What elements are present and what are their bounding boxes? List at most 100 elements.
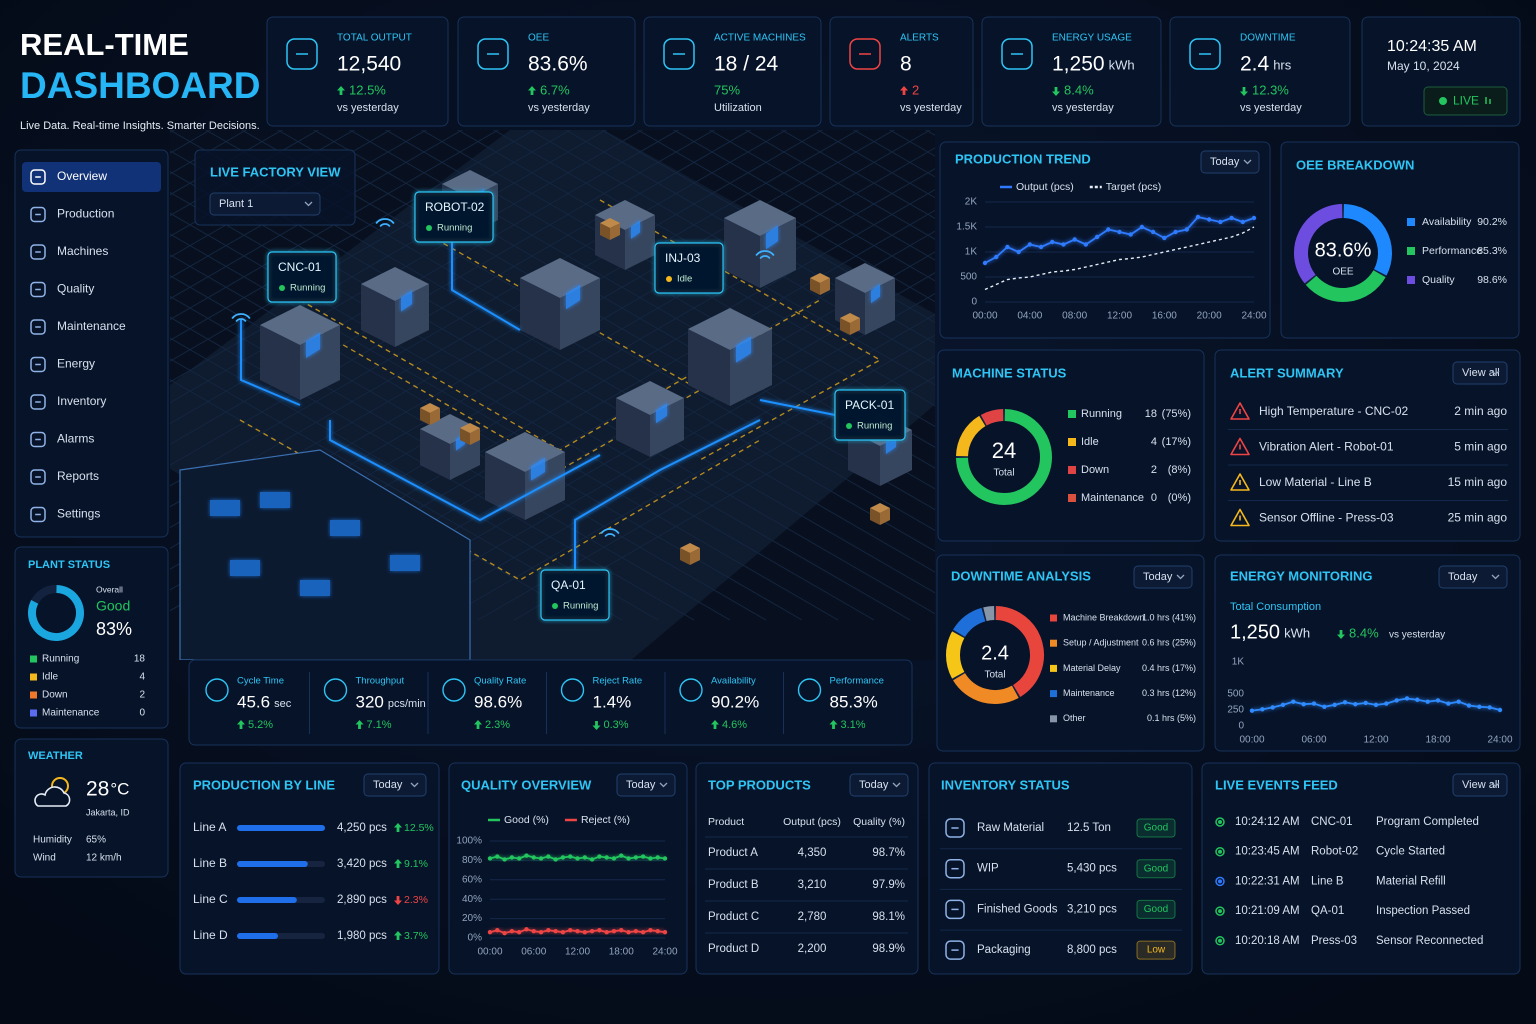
legend-value: 0.3 hrs (12%) [1142, 688, 1196, 698]
panel-title: PRODUCTION TREND [955, 151, 1091, 166]
data-point [524, 927, 529, 932]
legend-value: 4 [139, 672, 145, 683]
trend-arrow [829, 720, 838, 729]
panel-title: WEATHER [28, 750, 83, 762]
machine-status: Running [563, 601, 598, 612]
donut-segment [28, 585, 84, 641]
legend-value: 4 [1151, 436, 1157, 448]
legend-label: Idle [1081, 436, 1099, 448]
data-point [502, 930, 507, 936]
alert-text: Sensor Offline - Press-03 [1259, 511, 1394, 525]
conduit [329, 420, 601, 522]
data-point [640, 929, 646, 935]
machine [820, 278, 830, 295]
legend-swatch [1407, 276, 1415, 284]
icon [30, 394, 46, 410]
kpi-note: vs yesterday [1052, 102, 1114, 114]
dropdown-label: Plant 1 [219, 198, 253, 210]
machine-screen [871, 284, 880, 304]
data-point [509, 855, 515, 860]
kpi-label: TOTAL OUTPUT [337, 33, 412, 44]
live-button[interactable] [1423, 86, 1508, 116]
data-point [611, 856, 617, 861]
floor-grid [170, 130, 464, 300]
event-dot [1215, 846, 1225, 857]
machine [690, 548, 700, 565]
donut-segment [995, 606, 1044, 697]
floor-grid [780, 130, 935, 220]
data-point [1394, 698, 1399, 703]
dropdown[interactable] [1200, 150, 1260, 174]
dropdown[interactable] [616, 773, 676, 797]
dropdown[interactable] [209, 192, 321, 216]
dropdown[interactable] [849, 773, 909, 797]
donut-segment [946, 631, 965, 679]
chevron [1491, 782, 1500, 788]
machine-tag[interactable] [834, 389, 906, 441]
data-point [560, 855, 566, 860]
kpi-value: 1,250 [1052, 53, 1105, 76]
metric-value: 85.3% [830, 692, 878, 711]
machine [680, 543, 700, 553]
inventory-quantity: 8,800 pcs [1067, 944, 1117, 956]
machine [260, 325, 300, 400]
dropdown[interactable] [1133, 565, 1193, 589]
legend-value: 85.3% [1477, 245, 1507, 257]
line-name: Line D [193, 928, 228, 942]
status-badge [1136, 940, 1176, 960]
legend-swatch [30, 709, 37, 717]
event-dot [1218, 879, 1222, 884]
machine-tag[interactable] [540, 569, 610, 621]
machine-status: Running [437, 223, 472, 234]
panel-title: PLANT STATUS [28, 559, 110, 571]
floor-grid [636, 130, 935, 303]
metric-label: Quality Rate [474, 676, 526, 687]
icon [30, 319, 46, 335]
x-tick-label: 04:00 [1017, 311, 1042, 322]
data-point [553, 929, 558, 934]
event-source: Press-03 [1311, 935, 1357, 947]
data-point [546, 928, 551, 933]
data-point [1280, 702, 1286, 708]
machine-tag[interactable] [267, 251, 337, 303]
nav-item[interactable] [22, 162, 161, 192]
legend-label: Running [42, 654, 79, 665]
floor-grid [672, 130, 935, 282]
dropdown-label: Today [1210, 156, 1240, 168]
donut-segment [953, 672, 1019, 704]
chevron [1491, 370, 1500, 376]
wifi-icon [600, 528, 620, 535]
data-point [1373, 702, 1379, 708]
status-dot [666, 276, 672, 282]
machine-screen [736, 336, 751, 363]
dropdown[interactable] [1452, 773, 1508, 797]
floor-marking [239, 419, 761, 581]
machine-screen [631, 220, 640, 239]
trend-arrow [592, 721, 601, 730]
icon [30, 244, 46, 260]
machine [848, 430, 880, 486]
icon [30, 356, 46, 373]
event-dot [1215, 906, 1225, 916]
legend-share: (17%) [1162, 436, 1191, 448]
dropdown[interactable] [1438, 565, 1508, 589]
weather-label: Humidity [33, 835, 72, 846]
dropdown[interactable] [1452, 361, 1508, 385]
nav-label: Production [57, 207, 114, 221]
data-point [1435, 698, 1441, 703]
data-point [1094, 234, 1100, 240]
trend-arrow [394, 931, 402, 940]
legend-value: 0.6 hrs (25%) [1142, 638, 1196, 648]
line-output: 1,980 pcs [337, 930, 387, 942]
table-cell: 2,200 [798, 943, 827, 955]
machine-tag[interactable] [414, 191, 494, 243]
unit: pcs/min [388, 698, 426, 710]
data-point [568, 854, 573, 859]
kpi-note: vs yesterday [1240, 102, 1302, 114]
wifi-icon [375, 218, 395, 225]
data-point [582, 929, 587, 935]
energy-value: 1,250 [1230, 621, 1280, 643]
machine-tag[interactable] [654, 242, 724, 294]
dropdown[interactable] [363, 773, 427, 797]
